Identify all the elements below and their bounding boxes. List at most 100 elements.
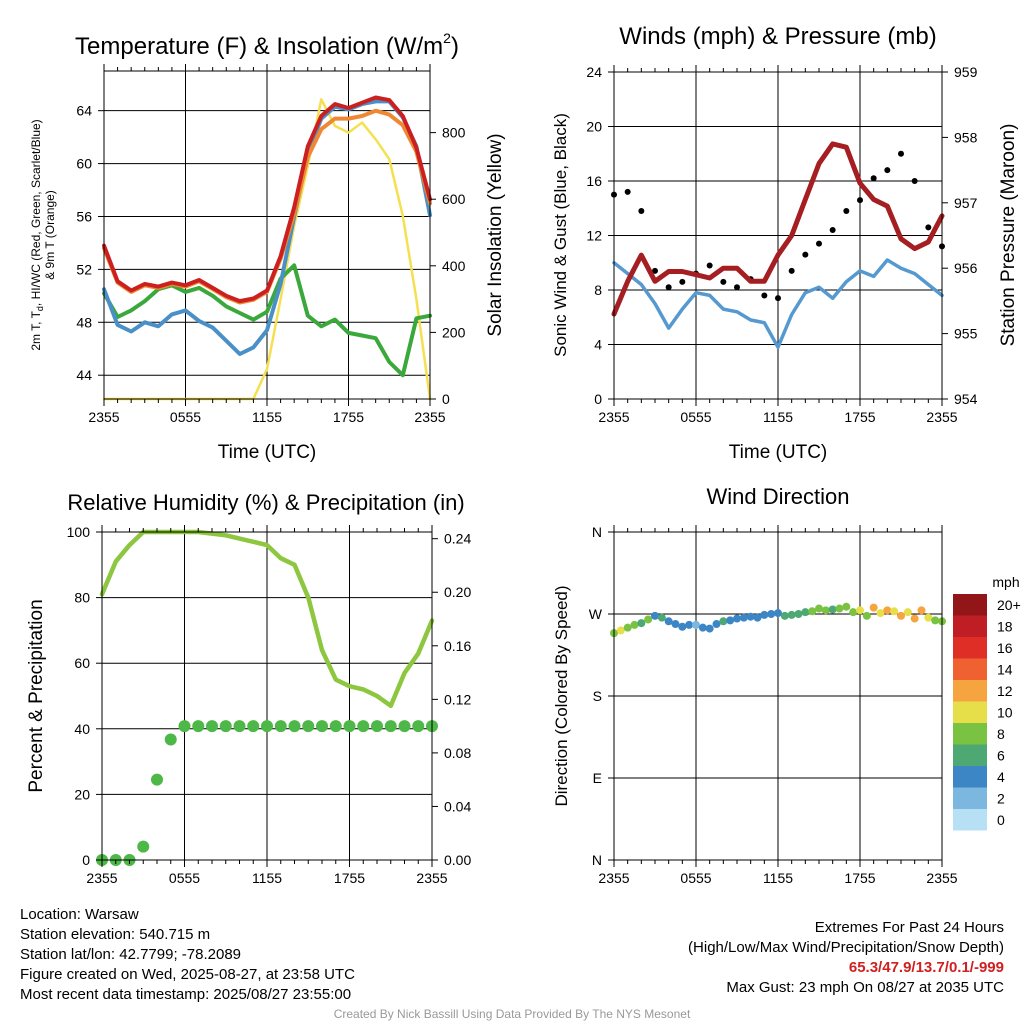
y-tick-label: 4 (594, 337, 602, 353)
latlon-text: Station lat/lon: 42.7799; -78.2089 (20, 946, 242, 963)
direction-point (780, 611, 789, 620)
y2-tick-label: 0.20 (444, 584, 471, 600)
extremes-title: Extremes For Past 24 Hours (814, 919, 1004, 936)
direction-point (828, 605, 837, 614)
y-tick-label: 8 (594, 282, 602, 298)
wind-y2label: Station Pressure (Maroon) (998, 124, 1019, 347)
gust-point (898, 150, 904, 157)
direction-point (705, 624, 714, 633)
y2-tick-label: 0.00 (444, 852, 471, 868)
y2-tick-label: 957 (954, 195, 978, 211)
colorbar-label: 2 (997, 791, 1005, 807)
y-tick-label: 80 (74, 590, 90, 606)
gust-point (624, 188, 631, 195)
direction-point (890, 607, 899, 616)
x-tick-label: 0555 (680, 409, 711, 425)
precip-point (288, 720, 301, 733)
x-tick-label: 2355 (926, 409, 957, 425)
y2-tick-label: 0.04 (444, 798, 471, 814)
precip-point (274, 720, 287, 733)
y2-tick-label: 955 (954, 326, 978, 342)
precip-point (247, 720, 260, 733)
y2-tick-label: 0.24 (444, 531, 471, 547)
colorbar-swatch (953, 594, 987, 616)
y2-tick-label: 0.08 (444, 745, 471, 761)
precip-point (261, 720, 273, 733)
gust-point (884, 167, 891, 174)
direction-point (801, 608, 810, 617)
y-tick-label: N (592, 852, 602, 868)
gust-point (665, 284, 672, 291)
precip-point (412, 720, 425, 733)
x-tick-label: 1155 (763, 409, 793, 425)
precip-point (329, 720, 342, 733)
x-tick-label: 2355 (414, 409, 445, 425)
direction-point (787, 610, 796, 619)
y2-tick-label: 958 (954, 129, 978, 145)
x-tick-label: 0555 (169, 870, 200, 886)
direction-point (862, 611, 871, 620)
precip-point (151, 773, 163, 786)
y2-tick-label: 200 (442, 324, 466, 340)
temp-panel: Temperature (F) & Insolation (W/m2) 2355… (29, 30, 506, 463)
colorbar-label: 10 (997, 705, 1013, 721)
x-tick-label: 1755 (844, 409, 875, 425)
y2-tick-label: 400 (442, 258, 466, 274)
y2-tick-label: 600 (442, 191, 466, 207)
colorbar-title: mph (992, 574, 1019, 590)
gust-point (802, 251, 809, 258)
gust-point (816, 240, 822, 247)
direction-point (931, 616, 940, 625)
colorbar-swatch (953, 658, 987, 680)
y2-tick-label: 0.16 (444, 638, 471, 654)
direction-point (671, 620, 680, 629)
gust-point (775, 295, 781, 302)
direction-point (869, 603, 878, 612)
direction-point (883, 606, 892, 615)
y2-tick-label: 800 (442, 125, 466, 141)
colorbar-swatch (953, 637, 987, 659)
colorbar-label: 14 (997, 662, 1013, 678)
gust-point (829, 227, 836, 234)
precip-point (302, 720, 315, 733)
y-tick-label: 20 (74, 786, 90, 802)
colorbar-label: 6 (997, 748, 1005, 764)
gust-point (925, 224, 932, 231)
elevation-text: Station elevation: 540.715 m (20, 926, 211, 943)
y-tick-label: N (592, 524, 602, 540)
temp-title: Temperature (F) & Insolation (W/m2) (75, 30, 459, 60)
x-tick-label: 2355 (88, 409, 119, 425)
direction-point (630, 620, 639, 629)
direction-point (664, 617, 673, 626)
y-tick-label: 44 (76, 367, 92, 383)
direction-point (637, 619, 646, 628)
y2-tick-label: 956 (954, 260, 978, 276)
y2-tick-label: 0.12 (444, 691, 471, 707)
x-tick-label: 2355 (598, 409, 629, 425)
created-text: Figure created on Wed, 2025-08-27, at 23… (20, 966, 355, 983)
rh-panel: Relative Humidity (%) & Precipitation (i… (26, 490, 471, 886)
gust-point (788, 267, 795, 274)
colorbar-label: 12 (997, 683, 1013, 699)
direction-point (726, 616, 735, 625)
direction-point (657, 613, 666, 622)
colorbar-swatch (953, 615, 987, 637)
y-tick-label: 24 (586, 64, 602, 80)
x-tick-label: 1755 (334, 870, 365, 886)
colorbar-label: 18 (997, 619, 1013, 635)
direction-point (856, 606, 864, 615)
precip-point (178, 720, 191, 733)
direction-point (712, 620, 721, 629)
colorbar-label: 8 (997, 726, 1005, 742)
y-tick-label: 60 (76, 156, 92, 172)
x-tick-label: 1155 (252, 409, 282, 425)
direction-point (623, 623, 632, 632)
colorbar-swatch (953, 744, 987, 766)
dir-panel: Wind Direction 2355 0555 1155 1755 2355 N E S W N… (552, 484, 1021, 886)
gust-point (734, 284, 740, 291)
direction-point (876, 609, 885, 618)
colorbar-label: 16 (997, 640, 1013, 656)
colorbar-swatch (953, 766, 987, 788)
direction-point (760, 610, 769, 619)
